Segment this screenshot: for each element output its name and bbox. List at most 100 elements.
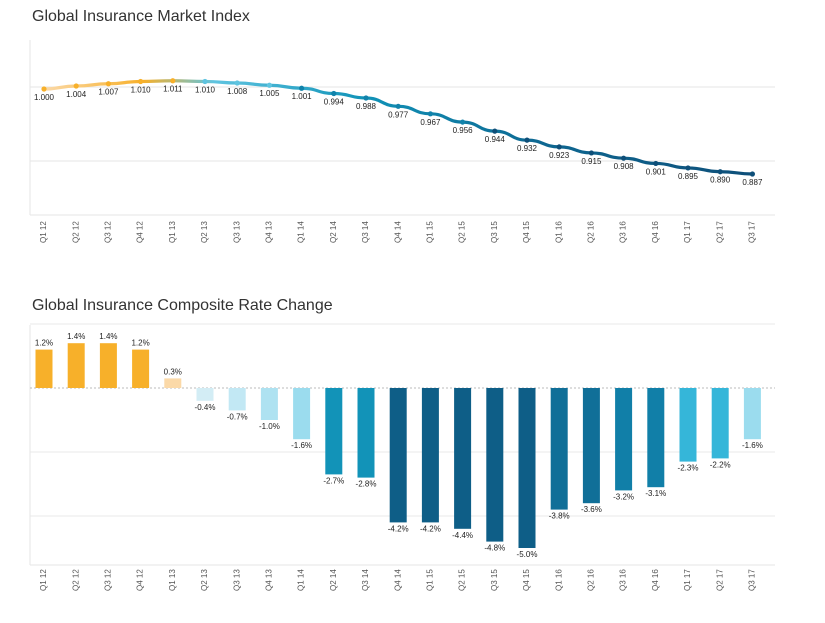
index-tick-label: Q2 15 xyxy=(458,221,467,243)
index-data-label: 1.001 xyxy=(292,92,313,101)
index-point xyxy=(749,171,756,177)
rate-tick-label: Q3 17 xyxy=(748,569,757,591)
rate-data-label: -3.2% xyxy=(613,492,634,501)
rate-data-label: 0.3% xyxy=(164,367,182,376)
rate-tick-label: Q1 12 xyxy=(39,569,48,591)
index-data-label: 1.007 xyxy=(98,88,119,97)
index-tick-label: Q3 15 xyxy=(490,221,499,243)
rate-tick-label: Q2 15 xyxy=(458,569,467,591)
index-data-label: 1.011 xyxy=(163,85,183,94)
index-point xyxy=(460,119,466,125)
rate-data-label: -4.2% xyxy=(420,524,441,533)
index-point xyxy=(73,83,79,89)
index-tick-label: Q2 16 xyxy=(587,221,596,243)
rate-data-label: -2.3% xyxy=(678,464,699,473)
index-data-label: 1.005 xyxy=(259,89,280,98)
index-data-label: 0.890 xyxy=(710,176,731,185)
index-data-label: 1.008 xyxy=(227,87,248,96)
index-point xyxy=(234,80,240,86)
rate-bar xyxy=(454,388,472,529)
rate-tick-label: Q3 13 xyxy=(232,569,241,591)
rate-bar xyxy=(743,388,761,440)
index-point xyxy=(363,95,369,101)
rate-bar xyxy=(711,388,729,459)
rate-data-label: 1.2% xyxy=(131,339,149,348)
index-tick-label: Q2 13 xyxy=(200,221,209,243)
index-point xyxy=(105,81,111,87)
index-point xyxy=(41,86,47,92)
rate-tick-label: Q4 12 xyxy=(136,569,145,591)
index-point xyxy=(621,155,627,161)
rate-data-label: -2.8% xyxy=(356,480,377,489)
index-tick-label: Q2 14 xyxy=(329,221,338,243)
rate-bar xyxy=(67,343,85,388)
rate-bar xyxy=(132,349,150,388)
index-tick-label: Q2 12 xyxy=(71,221,80,243)
rate-tick-label: Q3 14 xyxy=(361,569,370,591)
index-data-label: 0.908 xyxy=(614,162,635,171)
index-data-label: 0.915 xyxy=(581,157,602,166)
rate-data-label: -1.0% xyxy=(259,422,280,431)
index-tick-label: Q3 16 xyxy=(619,221,628,243)
index-point xyxy=(138,78,144,85)
rate-data-label: -3.8% xyxy=(549,512,570,521)
rate-bar xyxy=(518,388,536,548)
index-point xyxy=(653,160,659,167)
index-tick-label: Q1 17 xyxy=(683,221,692,243)
index-point xyxy=(492,128,498,134)
rate-tick-label: Q2 13 xyxy=(200,569,209,591)
index-chart-title: Global Insurance Market Index xyxy=(32,8,250,25)
index-tick-label: Q4 12 xyxy=(136,221,145,243)
index-point xyxy=(685,165,691,171)
index-point xyxy=(170,78,176,84)
rate-bar xyxy=(357,388,375,478)
index-point xyxy=(524,137,530,143)
rate-bar xyxy=(550,388,568,510)
index-tick-label: Q4 13 xyxy=(265,221,274,243)
rate-bar xyxy=(389,388,407,523)
index-point xyxy=(331,90,337,97)
index-point xyxy=(588,150,595,156)
index-point xyxy=(717,169,723,175)
rate-bar xyxy=(647,388,665,488)
rate-tick-label: Q1 15 xyxy=(426,569,435,591)
rate-data-label: 1.4% xyxy=(99,332,117,341)
index-data-label: 0.988 xyxy=(356,102,377,111)
rate-tick-label: Q3 12 xyxy=(104,569,113,591)
index-data-label: 0.977 xyxy=(388,110,409,119)
rate-data-label: -1.6% xyxy=(742,441,763,450)
index-point xyxy=(266,82,272,88)
rate-bar xyxy=(164,378,182,388)
index-tick-label: Q1 15 xyxy=(426,221,435,243)
rate-data-label: -4.8% xyxy=(484,544,505,553)
index-point xyxy=(556,144,562,150)
rate-data-label: -1.6% xyxy=(291,441,312,450)
index-tick-label: Q3 17 xyxy=(748,221,757,243)
index-data-label: 0.944 xyxy=(485,135,506,144)
index-data-label: 0.895 xyxy=(678,172,699,181)
rate-bar xyxy=(35,349,53,388)
index-data-label: 1.004 xyxy=(66,90,87,99)
index-tick-label: Q4 15 xyxy=(522,221,531,243)
rate-data-label: -2.7% xyxy=(323,476,344,485)
index-data-label: 0.887 xyxy=(742,178,763,187)
rate-tick-label: Q2 17 xyxy=(715,569,724,591)
rate-tick-label: Q1 14 xyxy=(297,569,306,591)
rate-tick-label: Q1 17 xyxy=(683,569,692,591)
rate-tick-label: Q2 16 xyxy=(587,569,596,591)
index-tick-label: Q4 16 xyxy=(651,221,660,243)
index-data-label: 0.901 xyxy=(646,167,667,176)
index-line-chart: 1.000 1.004 1.007 1.010 1.011 1.010 1.008 1.005… xyxy=(29,40,775,243)
rate-bar xyxy=(293,388,311,440)
rate-data-label: -3.1% xyxy=(645,489,666,498)
index-tick-label: Q1 14 xyxy=(297,221,306,243)
rate-data-label: -4.4% xyxy=(452,531,473,540)
index-data-label: 1.010 xyxy=(131,85,152,94)
index-tick-label: Q1 12 xyxy=(39,221,48,243)
rate-data-label: -2.2% xyxy=(710,460,731,469)
rate-bar xyxy=(196,388,214,401)
rate-data-label: -5.0% xyxy=(517,550,538,559)
rate-tick-label: Q3 15 xyxy=(490,569,499,591)
index-tick-label: Q1 13 xyxy=(168,221,177,243)
